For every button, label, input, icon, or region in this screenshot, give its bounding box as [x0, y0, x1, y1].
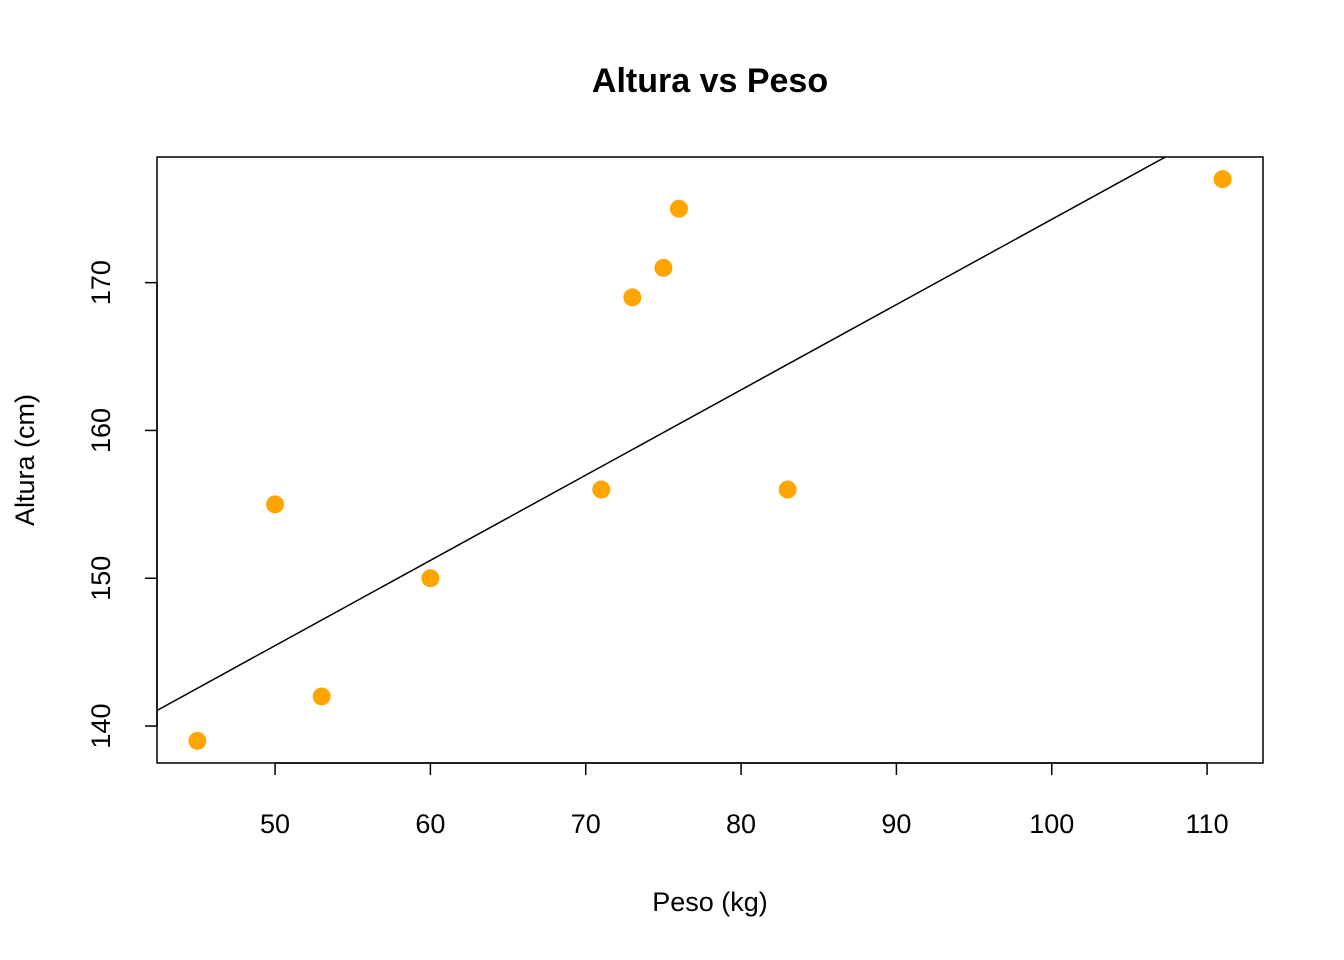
data-point [592, 480, 611, 499]
x-axis-label: Peso (kg) [652, 887, 768, 917]
x-tick-label: 100 [1029, 809, 1074, 839]
y-axis-label: Altura (cm) [10, 394, 40, 526]
data-point [623, 288, 642, 307]
x-tick-label: 60 [415, 809, 445, 839]
x-tick-label: 90 [881, 809, 911, 839]
data-point [654, 258, 673, 277]
x-tick-label: 110 [1186, 809, 1229, 839]
y-axis: 140 150 160 170 [86, 260, 158, 749]
x-tick-label: 80 [726, 809, 756, 839]
chart-title: Altura vs Peso [592, 62, 828, 100]
data-point [188, 731, 207, 750]
y-tick-label: 160 [86, 408, 116, 453]
data-point [312, 687, 331, 706]
data-point [1213, 170, 1232, 189]
data-point [421, 569, 440, 588]
regression-line [157, 157, 1167, 712]
y-tick-label: 170 [86, 260, 116, 305]
x-tick-label: 70 [571, 809, 601, 839]
y-tick-label: 150 [86, 556, 116, 601]
data-point [266, 495, 285, 514]
y-tick-label: 140 [86, 704, 116, 749]
x-axis: 50 60 70 80 90 100 110 [260, 762, 1229, 839]
regression-line-group [157, 157, 1167, 712]
x-tick-label: 50 [260, 809, 290, 839]
plot-area-frame [156, 156, 1264, 764]
data-point [778, 480, 797, 499]
data-point [669, 199, 688, 218]
data-points [188, 170, 1232, 750]
